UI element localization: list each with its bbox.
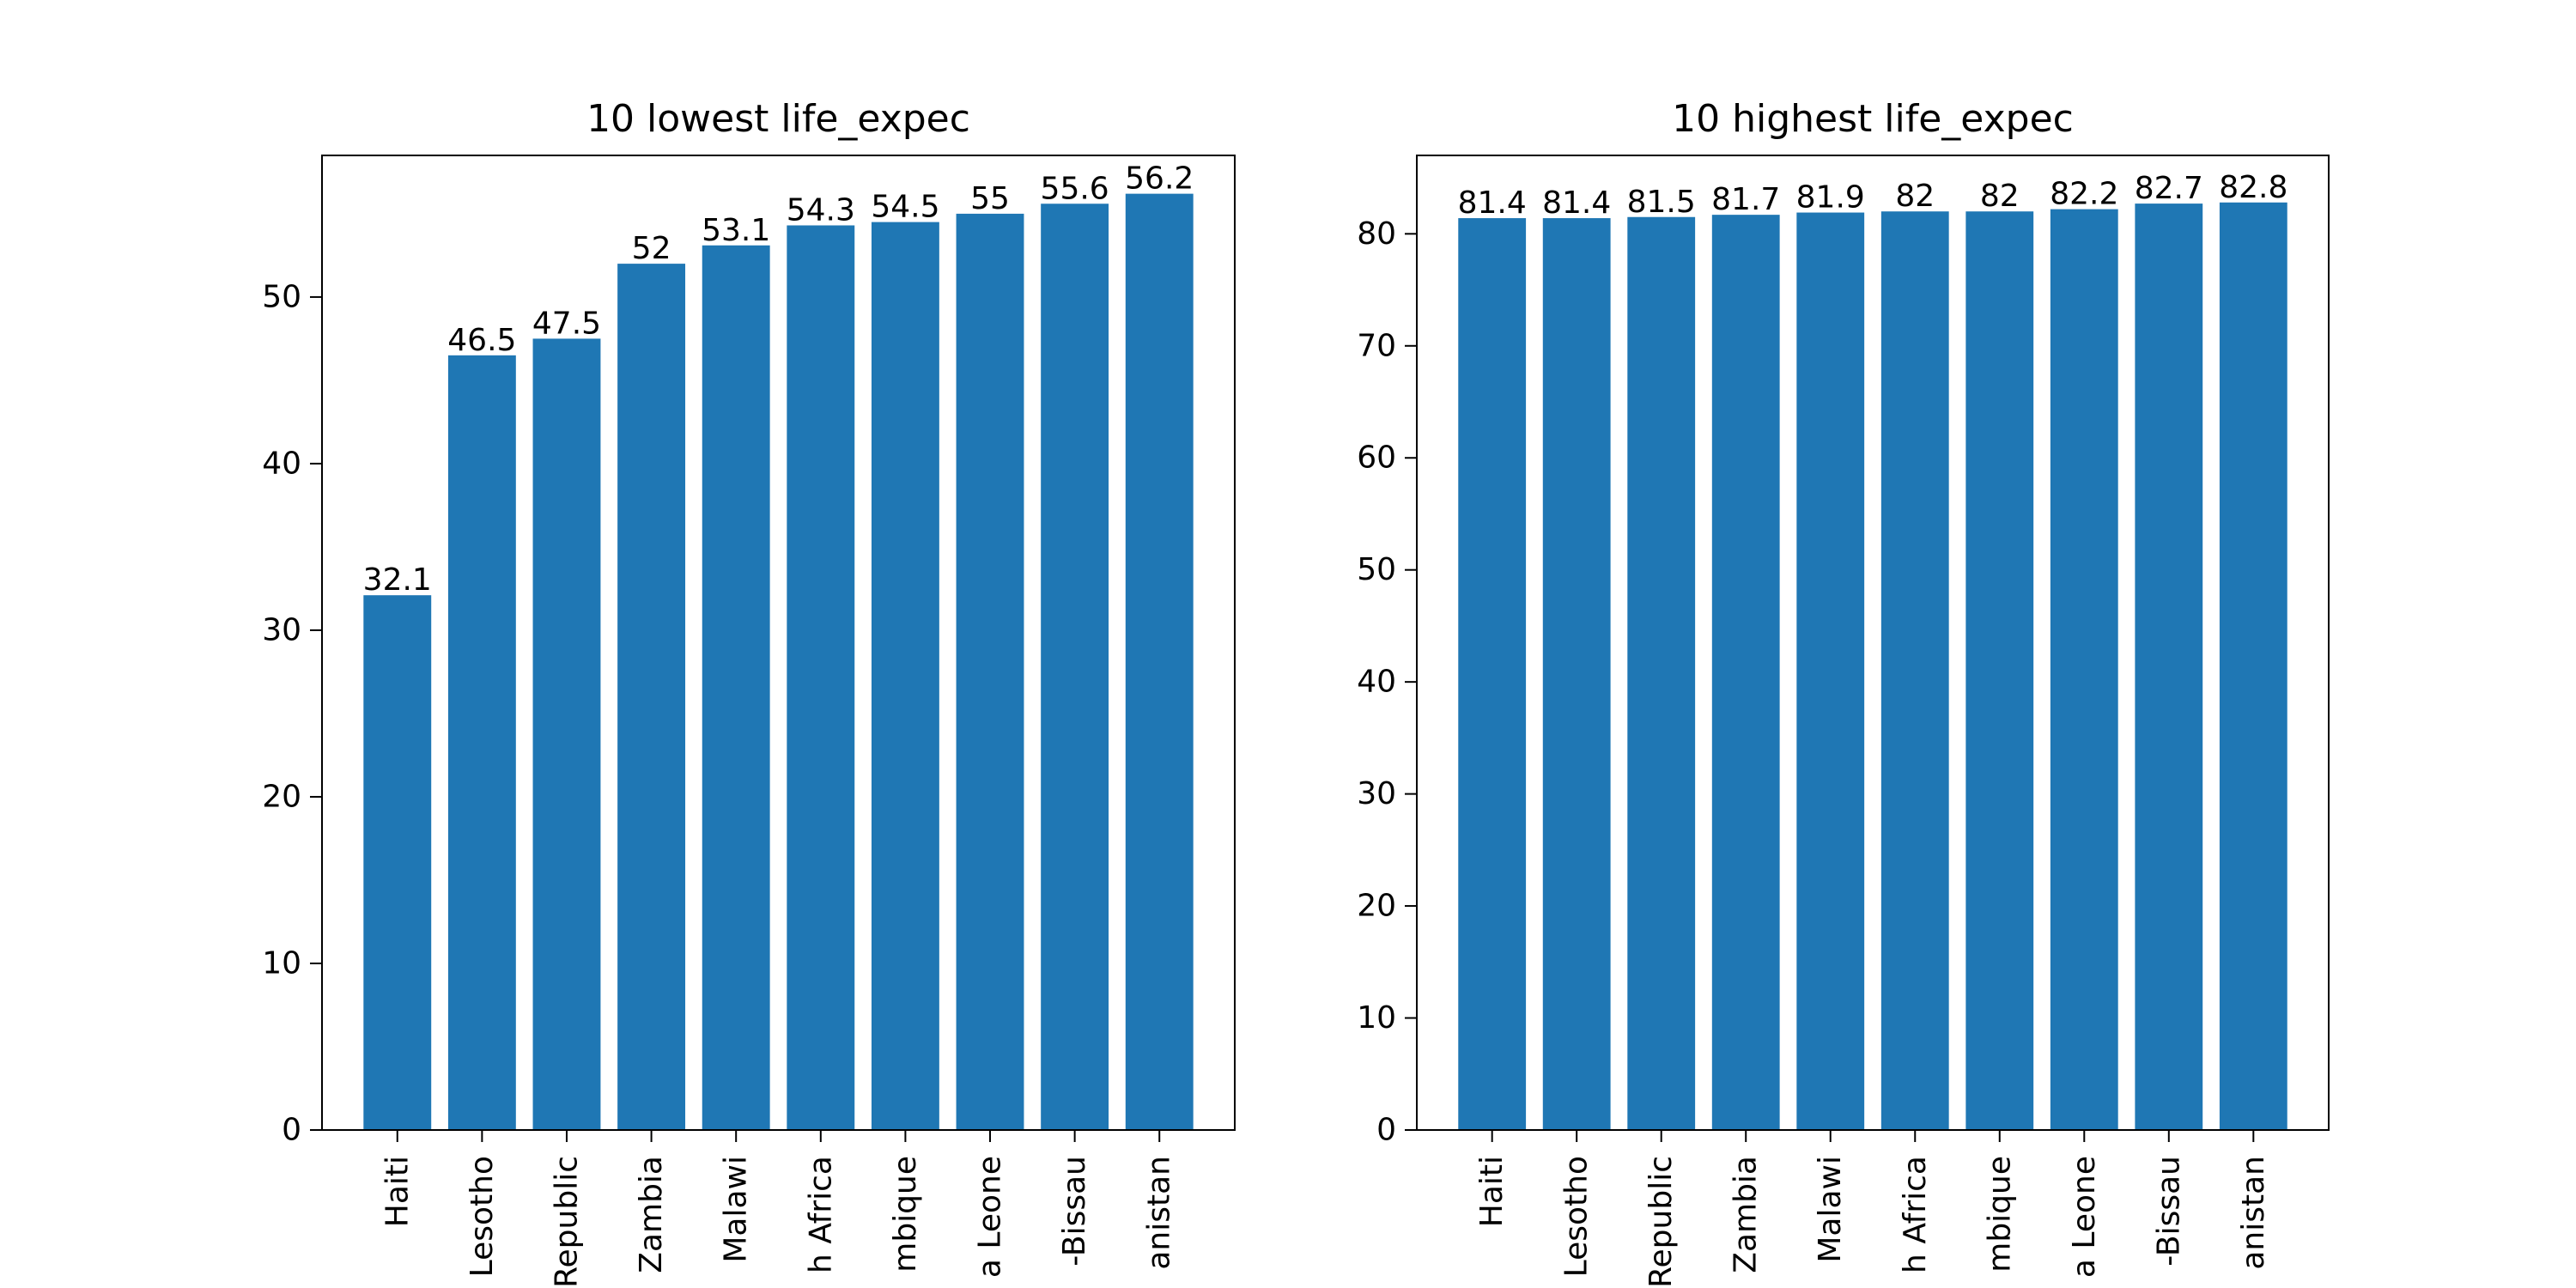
bar-value-label: 81.5 (1627, 185, 1696, 220)
bar-value-label: 82.7 (2135, 171, 2203, 206)
x-tick-label: mbique (888, 1156, 923, 1273)
y-tick-label: 40 (262, 446, 301, 481)
x-tick-label: Lesotho (1559, 1156, 1595, 1277)
chart-panel-lowest: 10 lowest life_expec 32.1 Haiti 46.5 Lesotho… (262, 97, 1236, 1288)
bar-value-label: 32.1 (363, 562, 432, 598)
y-tick-label: 30 (262, 612, 301, 647)
bar-highest-5 (1796, 212, 1865, 1131)
bar-value-label: 81.9 (1796, 180, 1865, 216)
x-tick-label: Zambia (634, 1156, 669, 1273)
bar-lowest-9 (1041, 204, 1109, 1131)
bar-lowest-1 (363, 595, 432, 1130)
x-tick-label: a Leone (973, 1156, 1008, 1278)
x-tick-label: Haiti (1474, 1156, 1510, 1227)
bar-value-label: 52 (632, 231, 671, 266)
bar-highest-2 (1542, 218, 1611, 1130)
x-tick-label: h Africa (803, 1156, 838, 1273)
x-tick-label: Haiti (380, 1156, 415, 1227)
bar-value-label: 82.2 (2050, 177, 2118, 212)
chart-panel-highest: 10 highest life_expec 81.4 Haiti 81.4 Lesoth… (1357, 97, 2330, 1288)
bar-lowest-6 (787, 225, 855, 1130)
bar-value-label: 56.2 (1125, 161, 1194, 197)
bar-value-label: 54.3 (787, 192, 855, 228)
y-tick-label: 80 (1357, 216, 1396, 252)
bar-lowest-8 (956, 213, 1024, 1130)
y-tick-label: 70 (1357, 328, 1396, 363)
x-tick-label: mbique (1982, 1156, 2017, 1273)
x-tick-label: Malawi (719, 1156, 754, 1263)
y-tick-label: 50 (1357, 552, 1396, 587)
chart-title-lowest: 10 lowest life_expec (586, 97, 970, 141)
bar-value-label: 46.5 (447, 323, 516, 358)
bar-lowest-3 (532, 338, 601, 1130)
bar-lowest-4 (617, 264, 686, 1131)
bar-highest-7 (1965, 211, 2034, 1131)
y-tick-label: 10 (262, 945, 301, 981)
chart-title-highest: 10 highest life_expec (1672, 97, 2074, 141)
y-tick-label: 20 (1357, 889, 1396, 924)
bar-value-label: 81.4 (1542, 185, 1611, 221)
bar-value-label: 81.4 (1458, 185, 1527, 221)
bar-value-label: 47.5 (532, 306, 601, 341)
x-tick-label: Zambia (1728, 1156, 1764, 1273)
bar-value-label: 55 (970, 181, 1010, 216)
x-tick-label: -Bissau (2151, 1156, 2186, 1267)
bar-value-label: 82 (1895, 179, 1935, 214)
x-tick-label: Malawi (1813, 1156, 1848, 1263)
x-tick-label: anistan (1142, 1156, 1177, 1270)
bar-value-label: 55.6 (1041, 171, 1109, 206)
y-tick-label: 40 (1357, 665, 1396, 700)
bar-highest-9 (2135, 204, 2203, 1131)
bar-lowest-7 (871, 222, 939, 1131)
bar-value-label: 54.5 (871, 190, 939, 225)
bar-highest-1 (1458, 218, 1527, 1130)
x-tick-label: -Bissau (1057, 1156, 1092, 1267)
x-tick-label: anistan (2236, 1156, 2271, 1270)
bar-lowest-5 (702, 245, 770, 1130)
y-tick-label: 0 (1376, 1113, 1396, 1148)
bar-lowest-2 (447, 355, 516, 1130)
axes-frame-highest (1416, 155, 2330, 1131)
bar-lowest-10 (1125, 193, 1194, 1131)
x-tick-label: a Leone (2067, 1156, 2102, 1278)
bar-highest-8 (2050, 209, 2118, 1130)
bar-highest-6 (1880, 211, 1949, 1131)
bar-value-label: 82 (1980, 179, 2020, 214)
y-tick-label: 60 (1357, 440, 1396, 476)
x-tick-label: h Africa (1898, 1156, 1933, 1273)
bar-highest-4 (1711, 215, 1780, 1130)
y-tick-label: 0 (282, 1113, 301, 1148)
y-tick-label: 30 (1357, 776, 1396, 811)
y-tick-label: 50 (262, 279, 301, 314)
axes-frame-lowest (321, 155, 1236, 1131)
bar-value-label: 82.8 (2219, 170, 2287, 205)
bar-highest-3 (1627, 216, 1696, 1130)
x-tick-label: Lesotho (465, 1156, 500, 1277)
x-tick-label: Republic (549, 1156, 584, 1288)
y-tick-label: 20 (262, 779, 301, 814)
y-tick-label: 10 (1357, 1000, 1396, 1036)
bar-highest-10 (2219, 202, 2287, 1131)
bar-value-label: 81.7 (1711, 182, 1780, 217)
bar-value-label: 53.1 (702, 213, 770, 248)
x-tick-label: Republic (1643, 1156, 1679, 1288)
